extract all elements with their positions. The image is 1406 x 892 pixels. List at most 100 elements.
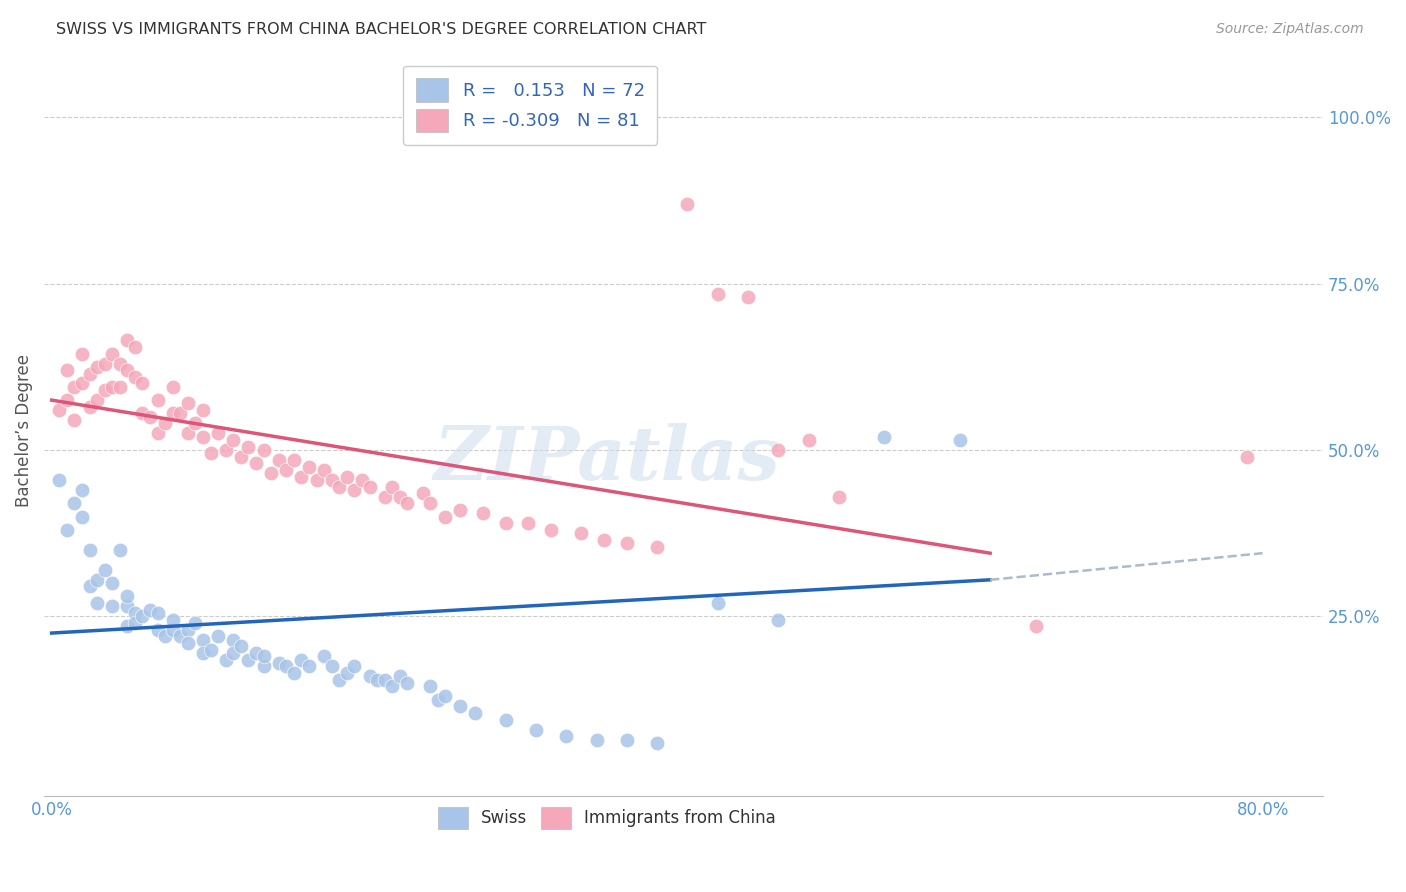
Point <box>1025 619 1047 633</box>
Point <box>70 376 93 391</box>
Point <box>419 496 441 510</box>
Legend: Swiss, Immigrants from China: Swiss, Immigrants from China <box>432 801 783 835</box>
Point <box>153 417 176 431</box>
Point <box>79 579 101 593</box>
Point <box>117 590 139 604</box>
Point <box>706 286 728 301</box>
Point <box>177 636 200 650</box>
Point <box>200 642 222 657</box>
Point <box>215 653 238 667</box>
Point <box>359 480 381 494</box>
Point <box>267 453 290 467</box>
Point <box>177 396 200 410</box>
Point <box>797 433 820 447</box>
Point <box>314 649 336 664</box>
Point <box>139 603 162 617</box>
Y-axis label: Bachelor’s Degree: Bachelor’s Degree <box>15 353 32 507</box>
Point <box>48 473 70 487</box>
Point <box>101 380 124 394</box>
Point <box>305 473 328 487</box>
Point <box>131 609 153 624</box>
Point <box>70 483 93 497</box>
Point <box>419 679 441 693</box>
Point <box>252 659 274 673</box>
Point <box>314 463 336 477</box>
Point <box>388 669 411 683</box>
Point <box>252 443 274 458</box>
Point <box>70 509 93 524</box>
Point <box>222 646 245 660</box>
Point <box>571 526 593 541</box>
Point <box>464 706 486 720</box>
Point <box>706 596 728 610</box>
Point <box>321 659 343 673</box>
Point <box>426 692 449 706</box>
Point <box>191 646 214 660</box>
Point <box>472 506 495 520</box>
Point <box>117 333 139 347</box>
Point <box>108 380 131 394</box>
Point <box>139 409 162 424</box>
Point <box>343 483 366 497</box>
Point <box>70 346 93 360</box>
Text: ZIPatlas: ZIPatlas <box>433 423 780 496</box>
Point <box>101 346 124 360</box>
Point <box>117 619 139 633</box>
Point <box>86 393 108 408</box>
Point <box>146 393 169 408</box>
Point <box>184 417 207 431</box>
Point <box>215 443 238 458</box>
Point <box>117 363 139 377</box>
Point <box>79 400 101 414</box>
Point <box>86 596 108 610</box>
Point <box>200 446 222 460</box>
Point <box>245 646 267 660</box>
Point <box>86 359 108 374</box>
Point <box>737 290 759 304</box>
Point <box>396 676 419 690</box>
Point <box>616 536 638 550</box>
Point <box>828 490 851 504</box>
Text: Source: ZipAtlas.com: Source: ZipAtlas.com <box>1216 22 1364 37</box>
Point <box>131 406 153 420</box>
Point <box>524 723 547 737</box>
Point <box>495 713 517 727</box>
Point <box>229 450 252 464</box>
Point <box>645 736 668 750</box>
Point <box>108 542 131 557</box>
Point <box>768 613 790 627</box>
Point <box>374 673 396 687</box>
Point <box>593 533 616 547</box>
Point <box>117 599 139 614</box>
Point <box>56 363 79 377</box>
Point <box>131 376 153 391</box>
Point <box>63 496 86 510</box>
Point <box>645 540 668 554</box>
Point <box>276 463 298 477</box>
Point <box>366 673 388 687</box>
Point <box>245 456 267 470</box>
Point <box>124 369 146 384</box>
Point <box>169 629 191 643</box>
Point <box>555 729 578 743</box>
Point <box>350 473 373 487</box>
Point <box>146 606 169 620</box>
Point <box>153 629 176 643</box>
Point <box>191 403 214 417</box>
Point <box>162 613 184 627</box>
Point <box>336 665 359 680</box>
Point <box>79 542 101 557</box>
Point <box>336 469 359 483</box>
Point <box>267 656 290 670</box>
Point <box>873 430 896 444</box>
Point <box>177 623 200 637</box>
Text: SWISS VS IMMIGRANTS FROM CHINA BACHELOR'S DEGREE CORRELATION CHART: SWISS VS IMMIGRANTS FROM CHINA BACHELOR'… <box>56 22 707 37</box>
Point <box>252 649 274 664</box>
Point <box>1236 450 1258 464</box>
Point <box>222 632 245 647</box>
Point <box>517 516 540 531</box>
Point <box>290 653 312 667</box>
Point <box>101 599 124 614</box>
Point <box>86 573 108 587</box>
Point <box>238 440 260 454</box>
